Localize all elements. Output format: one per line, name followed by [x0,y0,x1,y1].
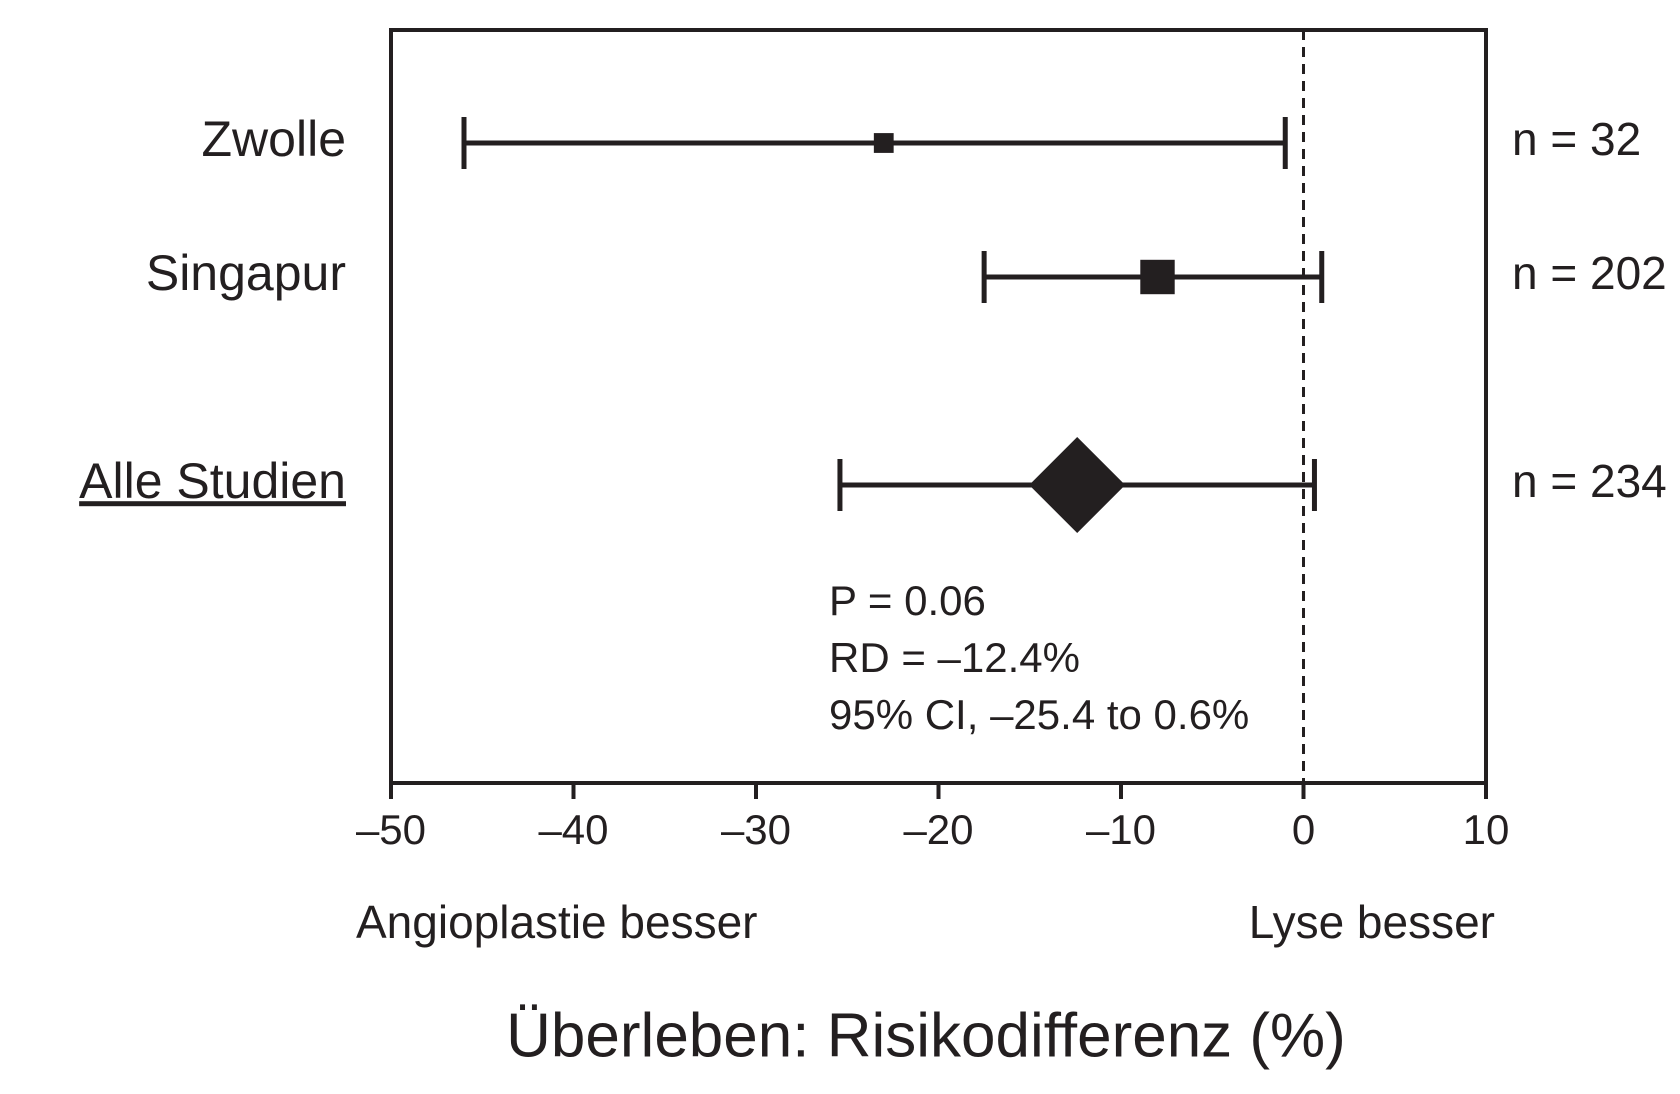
x-axis-title: Überleben: Risikodifferenz (%) [506,1001,1346,1070]
x-tick-label: 0 [1292,806,1315,853]
pooled-diamond [1029,437,1126,533]
stat-note: 95% CI, –25.4 to 0.6% [829,691,1249,738]
right-annotation: Lyse besser [1249,896,1495,948]
x-tick-label: –40 [538,806,608,853]
x-tick-label: –10 [1086,806,1156,853]
study-label: Alle Studien [79,453,346,509]
point-estimate [873,133,894,153]
stat-note: RD = –12.4% [829,634,1080,681]
study-label: Singapur [146,245,346,301]
left-annotation: Angioplastie besser [356,896,757,948]
point-estimate [1140,259,1175,295]
x-tick-label: –30 [721,806,791,853]
x-tick-label: –20 [903,806,973,853]
study-label: Zwolle [202,111,346,167]
x-tick-label: 10 [1463,806,1510,853]
n-label: n = 202 [1512,247,1667,299]
n-label: n = 32 [1512,113,1641,165]
n-label: n = 234 [1512,455,1667,507]
stat-note: P = 0.06 [829,577,986,624]
x-tick-label: –50 [356,806,426,853]
